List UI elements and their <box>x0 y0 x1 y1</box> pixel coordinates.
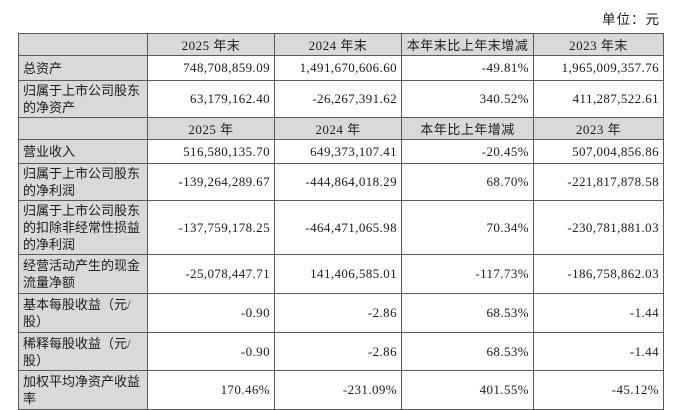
cell-value: 68.53% <box>401 332 534 371</box>
col-header-2024-yearend: 2024 年末 <box>274 33 402 56</box>
cell-value: 516,580,135.70 <box>147 139 275 164</box>
cell-value: 170.46% <box>147 370 275 410</box>
col-header-yearend-change: 本年末比上年末增减 <box>401 33 534 56</box>
cell-value: -230,781,881.03 <box>533 200 664 255</box>
cell-value: 649,373,107.41 <box>274 139 402 164</box>
table-row-net-assets: 归属于上市公司股东的净资产 63,179,162.40 -26,267,391.… <box>18 80 664 118</box>
table-row-basic-eps: 基本每股收益（元/股） -0.90 -2.86 68.53% -1.44 <box>18 293 664 333</box>
col-header-2025-yearend: 2025 年末 <box>147 33 275 56</box>
cell-value: -444,864,018.29 <box>274 163 402 201</box>
cell-value: -1.44 <box>533 332 664 371</box>
cell-value: -0.90 <box>147 293 275 333</box>
table-row-diluted-eps: 稀释每股收益（元/股） -0.90 -2.86 68.53% -1.44 <box>18 332 664 371</box>
corner-cell <box>18 33 148 56</box>
row-label: 经营活动产生的现金流量净额 <box>18 254 148 294</box>
row-label: 归属于上市公司股东的净利润 <box>18 163 148 201</box>
table-row-weighted-avg-roe: 加权平均净资产收益率 170.46% -231.09% 401.55% -45.… <box>18 370 664 410</box>
cell-value: 1,965,009,357.76 <box>533 55 664 81</box>
cell-value: 748,708,859.09 <box>147 55 275 81</box>
cell-value: -20.45% <box>401 139 534 164</box>
cell-value: 141,406,585.01 <box>274 254 402 294</box>
cell-value: 411,287,522.61 <box>533 80 664 118</box>
cell-value: -0.90 <box>147 332 275 371</box>
corner-cell <box>18 117 148 140</box>
cell-value: -25,078,447.71 <box>147 254 275 294</box>
year-header-row: 2025 年 2024 年 本年比上年增减 2023 年 <box>18 117 664 140</box>
financial-summary-table: 2025 年末 2024 年末 本年末比上年末增减 2023 年末 总资产 74… <box>18 33 664 410</box>
cell-value: 507,004,856.86 <box>533 139 664 164</box>
cell-value: -464,471,065.98 <box>274 200 402 255</box>
cell-value: 1,491,670,606.60 <box>274 55 402 81</box>
row-label: 归属于上市公司股东的扣除非经常性损益的净利润 <box>18 200 148 255</box>
table-row-operating-cash-flow: 经营活动产生的现金流量净额 -25,078,447.71 141,406,585… <box>18 254 664 294</box>
cell-value: -139,264,289.67 <box>147 163 275 201</box>
cell-value: -221,817,878.58 <box>533 163 664 201</box>
row-label: 总资产 <box>18 55 148 81</box>
cell-value: -45.12% <box>533 370 664 410</box>
row-label: 稀释每股收益（元/股） <box>18 332 148 371</box>
col-header-2025-year: 2025 年 <box>147 117 275 140</box>
cell-value: -137,759,178.25 <box>147 200 275 255</box>
col-header-2024-year: 2024 年 <box>274 117 402 140</box>
cell-value: -26,267,391.62 <box>274 80 402 118</box>
yearend-header-row: 2025 年末 2024 年末 本年末比上年末增减 2023 年末 <box>18 33 664 56</box>
cell-value: 68.70% <box>401 163 534 201</box>
cell-value: 401.55% <box>401 370 534 410</box>
unit-label: 单位：元 <box>602 12 660 27</box>
table-row-total-assets: 总资产 748,708,859.09 1,491,670,606.60 -49.… <box>18 55 664 81</box>
row-label: 归属于上市公司股东的净资产 <box>18 80 148 118</box>
cell-value: 340.52% <box>401 80 534 118</box>
cell-value: -2.86 <box>274 332 402 371</box>
cell-value: -231.09% <box>274 370 402 410</box>
col-header-2023-yearend: 2023 年末 <box>533 33 664 56</box>
table-row-revenue: 营业收入 516,580,135.70 649,373,107.41 -20.4… <box>18 139 664 164</box>
row-label: 营业收入 <box>18 139 148 164</box>
cell-value: -117.73% <box>401 254 534 294</box>
row-label: 基本每股收益（元/股） <box>18 293 148 333</box>
table-row-net-profit-excl-nonrecurring: 归属于上市公司股东的扣除非经常性损益的净利润 -137,759,178.25 -… <box>18 200 664 255</box>
cell-value: -1.44 <box>533 293 664 333</box>
col-header-year-change: 本年比上年增减 <box>401 117 534 140</box>
cell-value: -49.81% <box>401 55 534 81</box>
cell-value: -186,758,862.03 <box>533 254 664 294</box>
col-header-2023-year: 2023 年 <box>533 117 664 140</box>
table-row-net-profit: 归属于上市公司股东的净利润 -139,264,289.67 -444,864,0… <box>18 163 664 201</box>
cell-value: 70.34% <box>401 200 534 255</box>
cell-value: 68.53% <box>401 293 534 333</box>
row-label: 加权平均净资产收益率 <box>18 370 148 410</box>
cell-value: -2.86 <box>274 293 402 333</box>
cell-value: 63,179,162.40 <box>147 80 275 118</box>
